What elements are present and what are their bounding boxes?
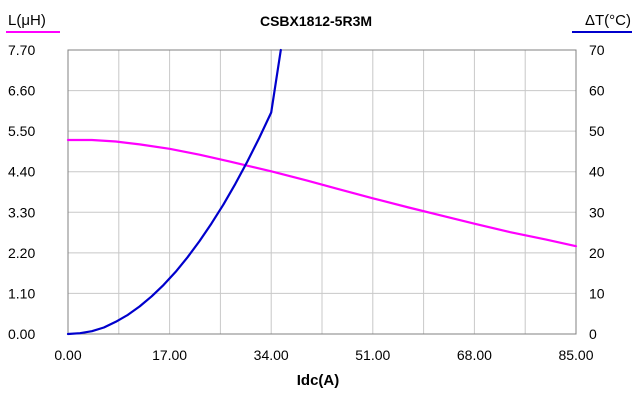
series-line-inductance: [66, 138, 578, 248]
tick-labels: 0.00 17.00 34.00 51.00 68.00 85.00 0.00 1.10 2.2…: [8, 42, 605, 363]
y-left-tick-label: 0.00: [8, 326, 35, 342]
series-lines: [66, 48, 578, 336]
plot-frame: [67, 49, 577, 335]
x-tick-label: 85.00: [558, 347, 593, 363]
x-tick-label: 0.00: [54, 347, 81, 363]
y-left-tick-label: 4.40: [8, 164, 35, 180]
grid: [67, 49, 577, 335]
x-tick-label: 51.00: [355, 347, 390, 363]
y-right-tick-label: 30: [589, 204, 605, 220]
chart-title: CSBX1812-5R3M: [260, 13, 372, 29]
x-axis-label: Idc(A): [297, 372, 340, 389]
x-tick-label: 17.00: [152, 347, 187, 363]
y-left-tick-label: 2.20: [8, 245, 35, 261]
y-left-tick-label: 3.30: [8, 204, 35, 220]
series-line-temperature-rise: [66, 48, 282, 336]
y-right-tick-label: 50: [589, 123, 605, 139]
y-left-tick-label: 6.60: [8, 83, 35, 99]
y-axis-left-label: L(μH): [8, 12, 46, 29]
x-tick-label: 68.00: [457, 347, 492, 363]
y-right-tick-label: 60: [589, 83, 605, 99]
y-right-tick-label: 20: [589, 245, 605, 261]
y-left-tick-label: 1.10: [8, 285, 35, 301]
y-right-tick-label: 40: [589, 164, 605, 180]
x-tick-label: 34.00: [254, 347, 289, 363]
y-left-tick-label: 7.70: [8, 42, 35, 58]
y-left-tick-label: 5.50: [8, 123, 35, 139]
y-right-tick-label: 10: [589, 285, 605, 301]
y-axis-right-label: ΔT(°C): [585, 12, 631, 29]
y-right-tick-label: 0: [589, 326, 597, 342]
y-right-tick-label: 70: [589, 42, 605, 58]
